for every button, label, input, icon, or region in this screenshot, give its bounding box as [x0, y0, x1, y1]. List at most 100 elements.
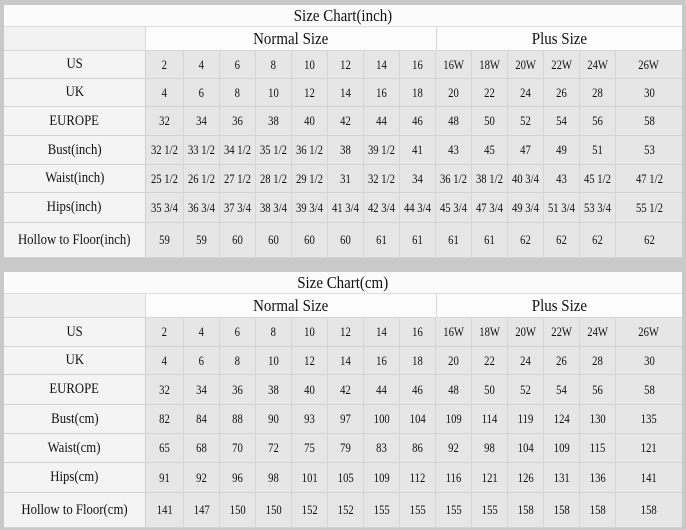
cell-value: 59	[196, 232, 207, 247]
cell-value: 6	[234, 324, 241, 339]
cell-value: 40	[304, 113, 315, 128]
cell-value: 32 1/2	[368, 170, 395, 186]
table-cell: 38	[256, 375, 292, 404]
cell-value: 62	[556, 232, 567, 247]
table-cell: 42 3/4	[364, 193, 400, 222]
table-cell: 2	[146, 51, 184, 78]
row-label: Hips(inch)	[4, 193, 146, 222]
table-cell: 16W	[436, 318, 472, 346]
cell-value: 33 1/2	[188, 142, 215, 157]
cell-value: 6	[198, 84, 205, 100]
cell-value: 22	[484, 352, 495, 368]
cell-value: 155	[409, 502, 426, 517]
table-cell: 28	[580, 347, 616, 374]
table-cell: 92	[184, 463, 220, 492]
table-cell: 50	[472, 107, 508, 135]
cell-value: 4	[161, 352, 168, 368]
cell-value: 55 1/2	[635, 199, 663, 215]
cell-value: 22W	[551, 324, 572, 339]
table-cell: 42	[328, 375, 364, 404]
cell-value: 14	[376, 324, 387, 339]
table-cell: 52	[508, 375, 544, 404]
table-cell: 20	[436, 347, 472, 374]
cell-value: 20	[448, 84, 459, 100]
cell-value: 115	[589, 440, 606, 455]
row-label: Hips(cm)	[4, 463, 146, 492]
cell-value: 150	[229, 502, 246, 517]
cell-value: 83	[376, 440, 387, 455]
table-cell: 2	[146, 318, 184, 346]
table-cell: 12	[292, 79, 328, 106]
table-cell: 43	[436, 136, 472, 164]
cell-value: 54	[556, 381, 567, 397]
cell-value: 36	[232, 381, 243, 397]
cell-value: 44 3/4	[404, 199, 431, 215]
table-row: UK 4 6 8 10 12 14 16 18 20 22 24 26 28 30	[4, 347, 682, 375]
table-cell: 38 1/2	[472, 165, 508, 192]
cell-value: 114	[481, 411, 498, 426]
cell-value: 38	[268, 381, 279, 397]
table-cell: 34 1/2	[220, 136, 256, 164]
row-label: UK	[4, 347, 146, 374]
table-cell: 36 3/4	[184, 193, 220, 222]
cell-value: 124	[553, 411, 570, 426]
cell-value: 32	[159, 381, 170, 397]
cell-value: 41 3/4	[332, 199, 359, 215]
table-cell: 50	[472, 375, 508, 404]
cell-value: 4	[198, 56, 205, 72]
cell-value: 155	[373, 502, 390, 517]
cell-value: 24W	[587, 324, 608, 339]
table-cell: 32 1/2	[146, 136, 184, 164]
row-label: Waist(inch)	[4, 165, 146, 192]
table-cell: 10	[292, 318, 328, 346]
row-label-text: EUROPE	[49, 381, 100, 397]
table-cell: 41	[400, 136, 436, 164]
table-row: UK 4 6 8 10 12 14 16 18 20 22 24 26 28 30	[4, 79, 682, 107]
table-cell: 34	[400, 165, 436, 192]
table-cell: 49	[544, 136, 580, 164]
table-cell: 86	[400, 434, 436, 462]
row-label-text: Hips(cm)	[50, 469, 99, 485]
cell-value: 28	[592, 352, 603, 368]
plus-size-header: Plus Size	[437, 294, 682, 317]
cell-value: 36	[232, 113, 243, 128]
row-label-text: US	[66, 56, 83, 72]
cell-value: 105	[337, 469, 354, 485]
cell-value: 24W	[587, 56, 608, 72]
table-cell: 38	[256, 107, 292, 135]
table-cell: 33 1/2	[184, 136, 220, 164]
table-cell: 158	[616, 493, 682, 527]
cell-value: 61	[412, 232, 423, 247]
table-cell: 12	[328, 318, 364, 346]
cell-value: 82	[159, 411, 170, 426]
table-cell: 155	[400, 493, 436, 527]
cell-value: 155	[445, 502, 462, 517]
table-cell: 91	[146, 463, 184, 492]
table-cell: 75	[292, 434, 328, 462]
table-cell: 93	[292, 405, 328, 433]
group-header-row: Normal Size Plus Size	[4, 27, 682, 51]
cell-value: 41	[412, 142, 423, 157]
table-cell: 43	[544, 165, 580, 192]
table-row: Waist(inch) 25 1/2 26 1/2 27 1/2 28 1/2 29 1/…	[4, 165, 682, 193]
cell-value: 60	[340, 232, 351, 247]
cell-value: 8	[270, 56, 277, 72]
cell-value: 45 1/2	[584, 170, 611, 186]
table-cell: 97	[328, 405, 364, 433]
table-cell: 6	[220, 51, 256, 78]
table-cell: 14	[364, 318, 400, 346]
cell-value: 60	[268, 232, 279, 247]
cell-value: 86	[412, 440, 423, 455]
cell-value: 91	[159, 469, 170, 485]
table-cell: 47 1/2	[616, 165, 682, 192]
cell-value: 96	[232, 469, 243, 485]
table-cell: 10	[256, 347, 292, 374]
normal-size-header: Normal Size	[146, 294, 437, 317]
cell-value: 12	[340, 56, 351, 72]
cell-value: 121	[481, 469, 498, 485]
table-cell: 46	[400, 375, 436, 404]
cell-value: 136	[589, 469, 606, 485]
cell-value: 61	[484, 232, 495, 247]
cell-value: 42 3/4	[368, 199, 395, 215]
row-label-text: UK	[65, 352, 84, 368]
